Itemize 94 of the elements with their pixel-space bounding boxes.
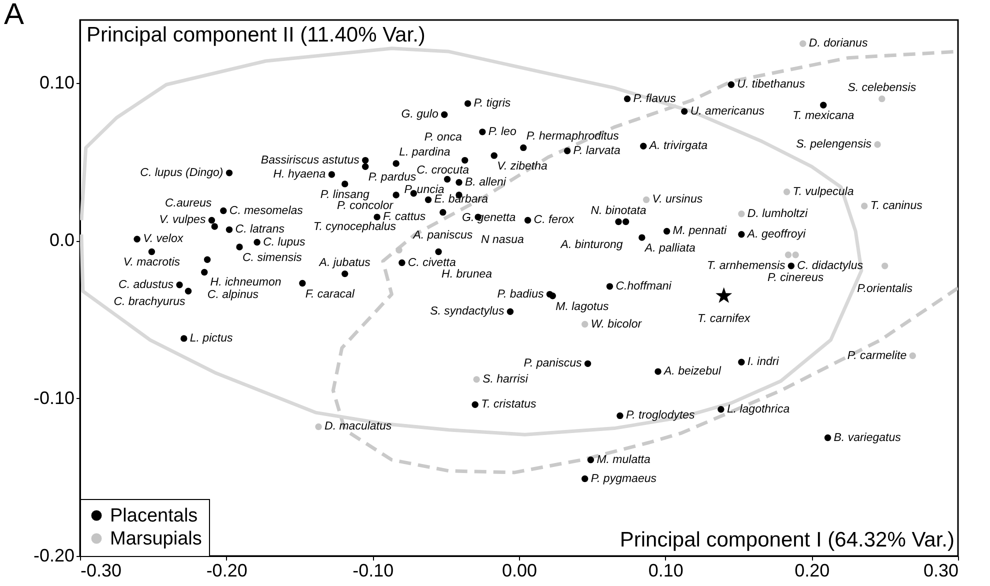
annotation: C.aureus xyxy=(164,198,212,210)
annotation: P.orientalis xyxy=(857,282,913,295)
annotation: C. latrans xyxy=(235,224,285,236)
annotation: C. lupus xyxy=(263,236,306,248)
annotation: L. lagothrica xyxy=(726,403,790,416)
annotation: T. mexicana xyxy=(792,110,854,122)
y-tick-label: 0.10 xyxy=(39,72,74,93)
annotation: C. lupus (Dingo) xyxy=(140,166,224,179)
annotation: H. brunea xyxy=(442,268,492,281)
annotation: A. palliata xyxy=(644,242,696,255)
annotation: P. troglodytes xyxy=(626,410,696,422)
annotation: P. cinereus xyxy=(768,272,824,284)
annotation: P. leo xyxy=(488,126,517,138)
x-tick-label: -0.20 xyxy=(206,560,248,580)
annotation: V. vulpes xyxy=(159,214,206,226)
annotation: T. cristatus xyxy=(481,398,537,411)
annotation: C. didactylus xyxy=(797,260,864,272)
annotation: P. hermaphroditus xyxy=(526,130,620,143)
annotation: F. cattus xyxy=(383,211,426,224)
annotation: A. beizebul xyxy=(663,366,722,378)
annotation: A. jubatus xyxy=(318,256,371,269)
annotation: E. barbara xyxy=(434,194,488,206)
annotation: Bassiriscus astutus xyxy=(260,154,360,166)
y-tick-label: -0.20 xyxy=(33,546,74,566)
annotation: U. americanus xyxy=(690,105,765,118)
legend-label: Marsupials xyxy=(110,528,202,550)
annotation: C. brachyurus xyxy=(114,296,186,308)
x-tick-label: 0.20 xyxy=(794,560,830,580)
annotation: M. lagotus xyxy=(556,300,609,313)
annotation: C. civetta xyxy=(408,256,456,269)
y-axis-title: Principal component II (11.40% Var.) xyxy=(86,24,426,46)
x-tick-label: 0.30 xyxy=(923,560,958,580)
annotation: P. pardus xyxy=(368,172,416,184)
annotation: C. simensis xyxy=(242,252,302,264)
annotation: A. paniscus xyxy=(412,229,473,242)
annotation: B. alleni xyxy=(465,176,506,188)
annotation: P. concolor xyxy=(337,200,394,212)
annotation: S. syndactylus xyxy=(430,306,504,318)
annotation: M. mulatta xyxy=(596,454,650,466)
annotation: T. caninus xyxy=(870,200,923,212)
annotation: A. trivirgata xyxy=(648,140,708,152)
annotation: U. tibethanus xyxy=(737,78,806,91)
legend-label: Placentals xyxy=(110,506,198,526)
annotation: C. crocuta xyxy=(416,164,470,176)
annotation: T. vulpecula xyxy=(792,186,854,198)
annotation: A. geoffroyi xyxy=(746,228,806,240)
annotation: T. carnifex xyxy=(698,312,752,325)
x-tick-label: 0.00 xyxy=(502,560,538,580)
annotation: M. pennati xyxy=(672,225,727,238)
annotation: P. onca xyxy=(424,131,462,144)
annotation: G. gulo xyxy=(401,108,439,121)
annotation: C.hoffmani xyxy=(616,280,672,292)
annotation: V. ursinus xyxy=(652,194,703,206)
annotation: N nasua xyxy=(481,234,524,246)
annotation: V. macrotis xyxy=(123,256,180,269)
annotation: P. carmelite xyxy=(847,350,907,362)
annotation: A. binturong xyxy=(560,238,624,251)
chart-title: A xyxy=(4,0,24,31)
annotation: N. binotata xyxy=(590,204,646,217)
y-tick-label: 0.0 xyxy=(49,230,74,250)
annotation: D. dorianus xyxy=(808,38,868,50)
annotation: P. tigris xyxy=(474,98,511,110)
annotation: I. indri xyxy=(747,356,780,368)
annotation: D. maculatus xyxy=(324,420,392,433)
annotation: C. alpinus xyxy=(207,289,259,302)
annotation: L. pictus xyxy=(190,332,233,344)
annotation: P. linsang xyxy=(320,188,370,201)
annotation: B. variegatus xyxy=(834,432,902,444)
annotation: P. larvata xyxy=(573,144,620,157)
annotation: P. flavus xyxy=(633,92,676,105)
annotation: F. caracal xyxy=(305,288,355,300)
annotation: V. velox xyxy=(143,233,184,246)
x-axis-title: Principal component I (64.32% Var.) xyxy=(620,528,954,552)
annotation: T. arnhemensis xyxy=(707,260,786,272)
annotation: S. pelengensis xyxy=(796,138,872,151)
annotation: W. bicolor xyxy=(590,318,643,330)
annotation: P. badius xyxy=(497,288,544,300)
x-tick-label: -0.10 xyxy=(352,560,394,580)
x-tick-label: -0.30 xyxy=(80,560,122,580)
annotation: H. hyaena xyxy=(273,168,326,180)
annotation: P. paniscus xyxy=(524,358,582,370)
annotation: C. adustus xyxy=(118,278,174,291)
annotation: T. cynocephalus xyxy=(313,221,396,234)
annotation: V. zibetha xyxy=(497,160,548,173)
annotation: S. harrisi xyxy=(482,373,528,386)
annotation: D. lumholtzi xyxy=(747,208,808,220)
annotation: H. ichneumon xyxy=(210,276,282,289)
x-tick-label: 0.10 xyxy=(648,560,684,580)
annotation: C. mesomelas xyxy=(229,204,304,217)
y-tick-label: -0.10 xyxy=(33,388,74,408)
annotation: L. pardina xyxy=(399,146,450,158)
annotation: C. ferox xyxy=(534,214,576,226)
annotation: P. pygmaeus xyxy=(590,472,657,485)
annotation: S. celebensis xyxy=(848,82,916,94)
